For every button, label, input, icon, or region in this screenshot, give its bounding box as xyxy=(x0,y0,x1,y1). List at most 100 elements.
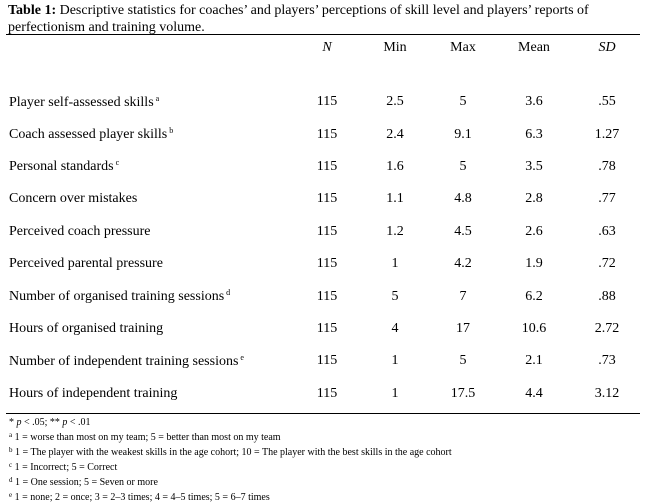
row-label: Perceived coach pressure xyxy=(6,216,296,248)
footnote: d 1 = One session; 5 = Seven or more xyxy=(9,474,642,489)
row-label-text: Number of independent training sessions xyxy=(9,353,239,369)
row-label-text: Player self-assessed skills xyxy=(9,94,154,110)
header-max: Max xyxy=(450,40,476,55)
footnote-list: a 1 = worse than most on my team; 5 = be… xyxy=(9,429,642,504)
table-row: Perceived parental pressure 115 1 4.2 1.9 .72 xyxy=(6,248,640,280)
footnote-marker: b xyxy=(169,126,174,136)
footnote-marker: e xyxy=(240,352,244,362)
header-mean: Mean xyxy=(518,40,550,55)
cell-sd: .63 xyxy=(598,223,616,239)
row-label-text: Concern over mistakes xyxy=(9,191,138,207)
cell-sd: .78 xyxy=(598,158,616,174)
row-label-text: Number of organised training sessions xyxy=(9,289,225,305)
cell-mean: 3.5 xyxy=(525,158,543,174)
row-label-text: Coach assessed player skills xyxy=(9,127,168,143)
table-row: Number of independent training sessions e… xyxy=(6,345,640,377)
footnote: e 1 = none; 2 = once; 3 = 2–3 times; 4 =… xyxy=(9,489,642,504)
row-label-text: Hours of independent training xyxy=(9,385,178,401)
footnote-text: 1 = none; 2 = once; 3 = 2–3 times; 4 = 4… xyxy=(12,491,270,503)
cell-min: 2.4 xyxy=(386,126,404,142)
cell-max: 4.2 xyxy=(454,256,472,272)
cell-mean: 2.1 xyxy=(525,353,543,369)
row-label: Player self-assessed skills a xyxy=(6,86,296,118)
row-label: Number of independent training sessions e xyxy=(6,345,296,377)
cell-n: 115 xyxy=(316,256,338,272)
caption-label: Table 1: xyxy=(8,3,57,18)
footnote: a 1 = worse than most on my team; 5 = be… xyxy=(9,429,642,444)
cell-n: 115 xyxy=(316,288,338,304)
footnote-marker: c xyxy=(115,158,120,168)
row-label: Hours of independent training xyxy=(6,378,296,410)
footnote: b 1 = The player with the weakest skills… xyxy=(9,444,642,459)
header-row: N Min Max Mean SD xyxy=(6,35,640,59)
cell-mean: 6.2 xyxy=(525,288,543,304)
footnote-text: 1 = One session; 5 = Seven or more xyxy=(12,476,158,488)
footnote-mark: d xyxy=(9,475,13,484)
cell-sd: .55 xyxy=(598,94,616,110)
cell-max: 5 xyxy=(459,94,467,110)
cell-max: 5 xyxy=(459,353,467,369)
cell-min: 2.5 xyxy=(386,94,404,110)
bottom-rule xyxy=(6,412,640,414)
cell-sd: .77 xyxy=(598,191,616,207)
cell-sd: 3.12 xyxy=(594,385,620,401)
cell-min: 1.6 xyxy=(386,158,404,174)
cell-n: 115 xyxy=(316,158,338,174)
row-label: Hours of organised training xyxy=(6,313,296,345)
footnote-mark: c xyxy=(9,460,13,469)
footnote-mark: e xyxy=(9,490,13,499)
cell-n: 115 xyxy=(316,385,338,401)
cell-min: 1 xyxy=(391,353,399,369)
cell-n: 115 xyxy=(316,191,338,207)
footnote-text: 1 = Incorrect; 5 = Correct xyxy=(12,461,118,473)
row-label-text: Hours of organised training xyxy=(9,320,164,336)
cell-max: 4.5 xyxy=(454,223,472,239)
footnote-text: 1 = The player with the weakest skills i… xyxy=(12,446,452,458)
significance-note: * p < .05; ** p < .01 xyxy=(9,416,91,428)
table-caption: Table 1: Descriptive statistics for coac… xyxy=(6,0,642,35)
cell-min: 1.1 xyxy=(386,191,404,207)
table-row: Coach assessed player skills b 115 2.4 9.1 6.… xyxy=(6,118,640,150)
footnote-mark: a xyxy=(9,430,13,439)
row-label: Number of organised training sessions d xyxy=(6,280,296,312)
cell-sd: .73 xyxy=(598,353,616,369)
table-row: Number of organised training sessions d 11… xyxy=(6,280,640,312)
row-label: Personal standards c xyxy=(6,151,296,183)
row-label-text: Personal standards xyxy=(9,159,114,175)
table-container: Table 1: Descriptive statistics for coac… xyxy=(6,0,642,504)
header-min: Min xyxy=(383,40,407,55)
cell-max: 17 xyxy=(456,320,470,336)
cell-max: 17.5 xyxy=(450,385,476,401)
table-row: Hours of organised training 115 4 17 10.6 2.7… xyxy=(6,313,640,345)
table-row: Player self-assessed skills a 115 2.5 5 3.6 .5… xyxy=(6,86,640,118)
cell-min: 1.2 xyxy=(386,223,404,239)
cell-mean: 6.3 xyxy=(525,126,543,142)
cell-n: 115 xyxy=(316,353,338,369)
cell-mean: 4.4 xyxy=(525,385,543,401)
cell-min: 1 xyxy=(391,385,399,401)
cell-sd: .72 xyxy=(598,256,616,272)
row-label-text: Perceived parental pressure xyxy=(9,256,163,272)
table-notes: * p < .05; ** p < .01 a 1 = worse than m… xyxy=(6,414,642,504)
stats-table: N Min Max Mean SD Player self-assessed s… xyxy=(6,35,640,410)
header-variable xyxy=(6,35,296,59)
cell-n: 115 xyxy=(316,223,338,239)
cell-max: 5 xyxy=(459,158,467,174)
cell-max: 7 xyxy=(459,288,467,304)
cell-mean: 2.8 xyxy=(525,191,543,207)
spacer-row xyxy=(6,59,640,86)
cell-min: 4 xyxy=(391,320,399,336)
footnote-marker: d xyxy=(226,288,231,298)
cell-mean: 2.6 xyxy=(525,223,543,239)
cell-max: 4.8 xyxy=(454,191,472,207)
row-label: Coach assessed player skills b xyxy=(6,118,296,150)
table-row: Hours of independent training 115 1 17.5 4.4… xyxy=(6,378,640,410)
cell-sd: 2.72 xyxy=(594,320,620,336)
cell-mean: 10.6 xyxy=(521,320,547,336)
table-row: Concern over mistakes 115 1.1 4.8 2.8 .77 xyxy=(6,183,640,215)
cell-n: 115 xyxy=(316,94,338,110)
footnote-marker: a xyxy=(155,93,160,103)
table-row: Personal standards c 115 1.6 5 3.5 .78 xyxy=(6,151,640,183)
header-n: N xyxy=(322,40,332,55)
cell-sd: .88 xyxy=(598,288,616,304)
